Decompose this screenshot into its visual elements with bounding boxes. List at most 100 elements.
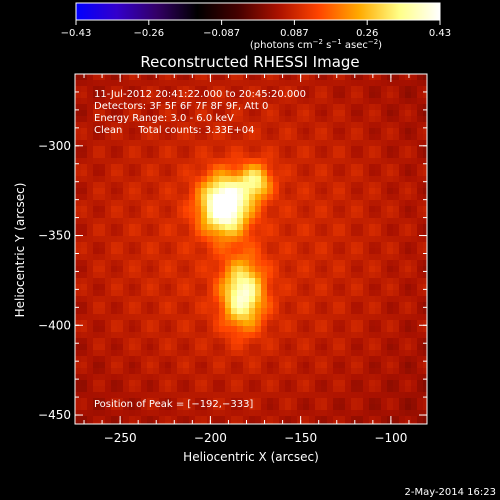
heatmap-cell xyxy=(81,314,88,321)
heatmap-cell xyxy=(267,416,274,423)
heatmap-cell xyxy=(423,212,427,219)
heatmap-cell xyxy=(363,86,370,93)
heatmap-cell xyxy=(117,350,124,357)
heatmap-cell xyxy=(147,338,154,345)
heatmap-cell xyxy=(315,206,322,213)
heatmap-cell xyxy=(171,134,178,141)
heatmap-cell xyxy=(237,98,244,105)
heatmap-cell xyxy=(393,392,400,399)
heatmap-cell xyxy=(261,380,268,387)
heatmap-cell xyxy=(183,176,190,183)
heatmap-cell xyxy=(369,302,376,309)
heatmap-cell xyxy=(213,104,220,111)
heatmap-cell xyxy=(123,284,130,291)
heatmap-cell xyxy=(129,332,136,339)
heatmap-cell xyxy=(363,368,370,375)
heatmap-cell xyxy=(339,104,346,111)
heatmap-cell xyxy=(411,362,418,369)
heatmap-cell xyxy=(381,92,388,99)
heatmap-cell xyxy=(255,374,262,381)
heatmap-cell xyxy=(309,296,316,303)
heatmap-cell xyxy=(375,380,382,387)
heatmap-cell xyxy=(279,104,286,111)
heatmap-cell xyxy=(75,176,82,183)
heatmap-cell xyxy=(321,200,328,207)
heatmap-cell xyxy=(351,236,358,243)
heatmap-cell xyxy=(117,260,124,267)
heatmap-cell xyxy=(291,284,298,291)
heatmap-cell xyxy=(189,410,196,417)
heatmap-cell xyxy=(135,290,142,297)
heatmap-cell xyxy=(273,176,280,183)
heatmap-cell xyxy=(213,218,220,225)
heatmap-cell xyxy=(357,206,364,213)
heatmap-cell xyxy=(123,344,130,351)
heatmap-cell xyxy=(417,368,424,375)
heatmap-cell xyxy=(195,422,202,424)
heatmap-cell xyxy=(273,380,280,387)
heatmap-cell xyxy=(225,86,232,93)
heatmap-cell xyxy=(291,260,298,267)
heatmap-cell xyxy=(219,164,226,171)
heatmap-cell xyxy=(333,218,340,225)
heatmap-cell xyxy=(195,308,202,315)
heatmap-cell xyxy=(81,80,88,87)
heatmap-cell xyxy=(117,140,124,147)
heatmap-cell xyxy=(387,314,394,321)
heatmap-cell xyxy=(375,284,382,291)
heatmap-cell xyxy=(327,368,334,375)
heatmap-cell xyxy=(411,338,418,345)
clean-counts-text: Clean Total counts: 3.33E+04 xyxy=(94,125,254,136)
heatmap-cell xyxy=(273,356,280,363)
heatmap-cell xyxy=(375,296,382,303)
heatmap-cell xyxy=(171,104,178,111)
heatmap-cell xyxy=(213,188,220,195)
heatmap-cell xyxy=(399,74,406,81)
heatmap-cell xyxy=(81,164,88,171)
heatmap-cell xyxy=(237,134,244,141)
heatmap-cell xyxy=(231,140,238,147)
heatmap-cell xyxy=(219,218,226,225)
heatmap-cell xyxy=(243,110,250,117)
heatmap-cell xyxy=(387,290,394,297)
heatmap-cell xyxy=(237,356,244,363)
heatmap-cell xyxy=(291,92,298,99)
heatmap-cell xyxy=(273,122,280,129)
heatmap-cell xyxy=(243,386,250,393)
heatmap-cell xyxy=(411,272,418,279)
heatmap-cell xyxy=(339,236,346,243)
heatmap-cell xyxy=(93,140,100,147)
heatmap-cell xyxy=(381,158,388,165)
colorbar-tick-label: −0.087 xyxy=(203,28,240,39)
heatmap-cell xyxy=(135,224,142,231)
heatmap-cell xyxy=(231,74,238,81)
heatmap-cell xyxy=(75,104,82,111)
heatmap-cell xyxy=(411,104,418,111)
heatmap-cell xyxy=(399,200,406,207)
heatmap-cell xyxy=(81,200,88,207)
heatmap-cell xyxy=(381,356,388,363)
heatmap-cell xyxy=(261,242,268,249)
heatmap-cell xyxy=(219,404,226,411)
heatmap-cell xyxy=(111,224,118,231)
heatmap-cell xyxy=(165,266,172,273)
heatmap-cell xyxy=(159,80,166,87)
heatmap-cell xyxy=(123,320,130,327)
heatmap-cell xyxy=(255,242,262,249)
heatmap-cell xyxy=(351,158,358,165)
heatmap-cell xyxy=(189,404,196,411)
heatmap-cell xyxy=(177,320,184,327)
heatmap-cell xyxy=(129,356,136,363)
heatmap-cell xyxy=(321,374,328,381)
heatmap-cell xyxy=(135,86,142,93)
heatmap-cell xyxy=(333,398,340,405)
heatmap-cell xyxy=(147,116,154,123)
heatmap-cell xyxy=(417,338,424,345)
heatmap-cell xyxy=(291,422,298,424)
heatmap-cell xyxy=(87,380,94,387)
heatmap-cell xyxy=(147,350,154,357)
heatmap-cell xyxy=(405,158,412,165)
heatmap-cell xyxy=(99,398,106,405)
heatmap-cell xyxy=(225,80,232,87)
heatmap-cell xyxy=(327,74,334,81)
